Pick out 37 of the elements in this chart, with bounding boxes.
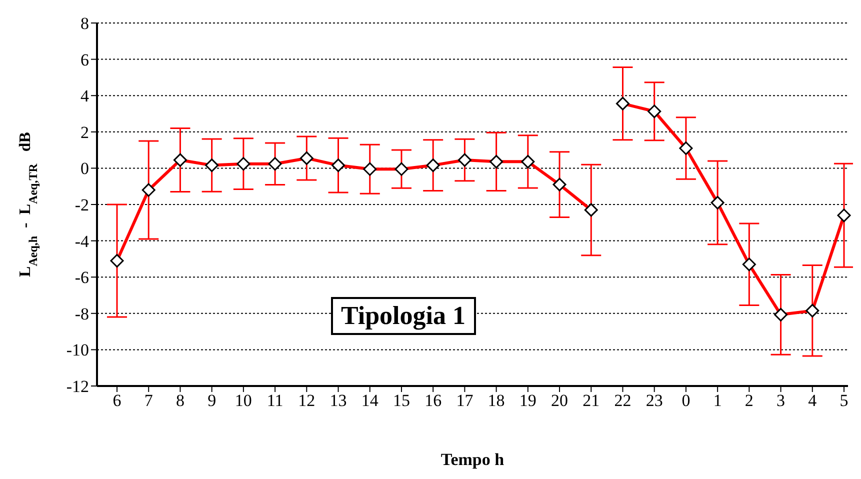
x-tick-label: 22	[614, 391, 632, 410]
y-tick-label: 8	[80, 14, 89, 34]
x-tick-label: 17	[456, 391, 474, 410]
y-tick-label: -10	[66, 340, 89, 360]
y-tick-label: -4	[74, 232, 90, 251]
x-tick-label: 15	[392, 391, 410, 410]
x-tick-label: 0	[682, 391, 690, 410]
y-tick-label: -8	[74, 304, 89, 324]
x-tick-label: 14	[361, 391, 379, 410]
x-tick-label: 9	[208, 391, 216, 410]
x-tick-label: 18	[488, 391, 505, 410]
x-axis-title: Tempo h	[440, 450, 505, 469]
y-tick-label: 0	[80, 159, 89, 178]
y-tick-label: -6	[74, 268, 89, 288]
x-tick-label: 11	[266, 391, 284, 410]
x-tick-label: 21	[582, 391, 600, 410]
y-tick-label: -2	[74, 196, 89, 215]
x-tick-label: 13	[330, 391, 347, 410]
x-tick-label: 8	[176, 391, 184, 410]
y-tick-label: 4	[80, 86, 90, 106]
x-tick-label: 19	[519, 391, 536, 410]
x-tick-label: 4	[808, 391, 818, 410]
x-tick-label: 1	[713, 391, 722, 410]
x-tick-label: 2	[744, 391, 754, 410]
x-tick-label: 3	[776, 391, 786, 410]
caption-box: Tipologia 1	[331, 297, 476, 335]
x-tick-label: 7	[144, 391, 154, 410]
y-tick-label: 6	[80, 50, 89, 70]
y-tick-label: -12	[66, 377, 89, 396]
x-tick-label: 5	[840, 391, 848, 410]
x-tick-label: 12	[298, 391, 316, 410]
y-tick-label: 2	[80, 122, 89, 142]
x-tick-label: 23	[646, 391, 663, 410]
x-tick-label: 6	[112, 391, 122, 410]
x-tick-label: 20	[551, 391, 568, 410]
x-tick-label: 10	[234, 391, 252, 410]
x-tick-label: 16	[424, 391, 442, 410]
